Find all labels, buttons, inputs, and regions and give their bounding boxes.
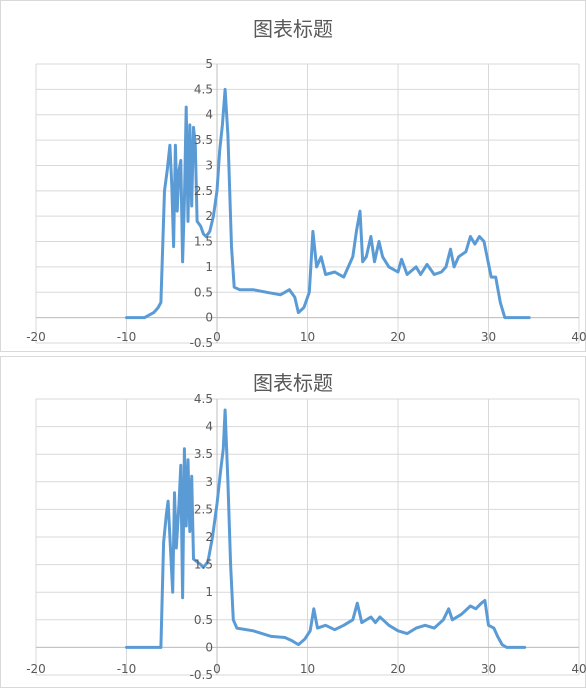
y-tick-label: 2.5 <box>194 184 213 198</box>
y-tick-label: 1 <box>205 585 213 599</box>
x-tick-label: 30 <box>481 330 496 344</box>
y-tick-label: 4 <box>205 420 213 434</box>
chart-title: 图表标题 <box>253 17 333 41</box>
y-tick-label: 3.5 <box>194 133 213 147</box>
chart-title: 图表标题 <box>253 371 333 395</box>
y-tick-label: 4.5 <box>194 82 213 96</box>
x-tick-label: -10 <box>117 662 137 676</box>
x-tick-label: -10 <box>117 330 137 344</box>
y-tick-label: 4.5 <box>194 392 213 406</box>
x-tick-label: 40 <box>571 662 586 676</box>
y-tick-label: 0 <box>205 311 213 325</box>
x-tick-label: 40 <box>571 330 586 344</box>
series-line <box>125 408 527 649</box>
y-tick-label: 1 <box>205 260 213 274</box>
x-tick-label: -20 <box>26 330 46 344</box>
y-tick-label: 3.5 <box>194 447 213 461</box>
y-tick-label: 1.5 <box>194 558 213 572</box>
chart-1: 图表标题-20 -10 0 10 20 30 40-0.500.511.522.533.54… <box>0 0 586 352</box>
y-tick-label: -0.5 <box>190 336 213 350</box>
chart-2: 图表标题-20 -10 0 10 20 30 40-0.500.511.522.533.54… <box>0 356 586 688</box>
y-tick-label: 0.5 <box>194 285 213 299</box>
x-tick-label: 0 <box>213 330 221 344</box>
x-tick-label: 20 <box>390 662 405 676</box>
x-tick-label: 10 <box>300 662 315 676</box>
x-tick-label: 0 <box>213 662 221 676</box>
y-tick-label: 3 <box>205 475 213 489</box>
y-tick-label: -0.5 <box>190 668 213 682</box>
x-tick-label: 20 <box>390 330 405 344</box>
x-tick-label: 10 <box>300 330 315 344</box>
y-tick-label: 1.5 <box>194 235 213 249</box>
y-tick-label: 2 <box>205 209 213 223</box>
y-tick-label: 2.5 <box>194 502 213 516</box>
chart-frame <box>0 0 586 352</box>
x-tick-label: 30 <box>481 662 496 676</box>
y-tick-label: 2 <box>205 530 213 544</box>
y-tick-label: 3 <box>205 158 213 172</box>
y-tick-label: 0 <box>205 640 213 654</box>
y-tick-label: 5 <box>205 57 213 71</box>
x-tick-label: -20 <box>26 662 46 676</box>
y-tick-label: 0.5 <box>194 613 213 627</box>
series-line <box>125 87 531 320</box>
y-tick-label: 4 <box>205 108 213 122</box>
